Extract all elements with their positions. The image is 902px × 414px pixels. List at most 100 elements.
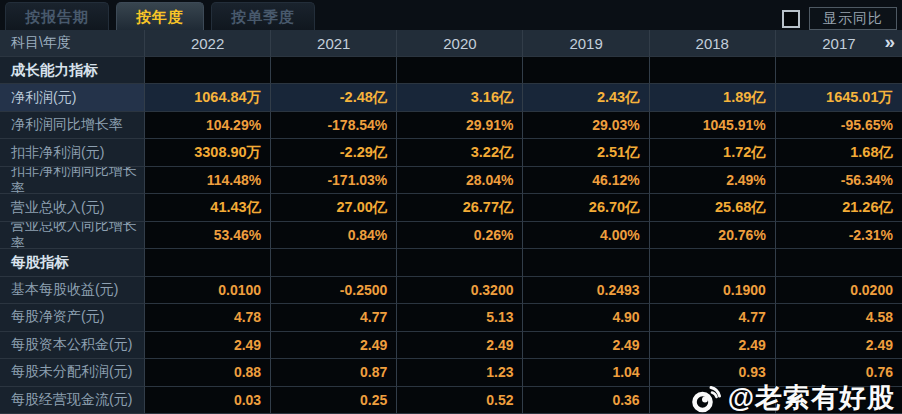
cell-value: 1.23 xyxy=(397,359,523,386)
table-row: 净利润(元)1064.84万-2.48亿3.16亿2.43亿1.89亿1645.… xyxy=(0,84,902,111)
year-header-2021: 2021 xyxy=(271,30,397,57)
year-header-2022: 2022 xyxy=(145,30,271,57)
table-row: 营业总收入同比增长率53.46%0.84%0.26%4.00%20.76%-2.… xyxy=(0,222,902,249)
cell-value xyxy=(776,387,902,414)
cell-value: 29.03% xyxy=(523,112,649,139)
cell-value: -0.2500 xyxy=(271,277,397,304)
period-tabbar: 按报告期 按年度 按单季度 显示同比 xyxy=(0,0,902,30)
year-header-label: 2017 xyxy=(822,35,855,52)
cell-value xyxy=(776,57,902,84)
cell-value: 20.76% xyxy=(650,222,776,249)
row-label: 净利润同比增长率 xyxy=(0,112,145,139)
cell-value: 3.22亿 xyxy=(397,139,523,166)
cell-value: 1.72亿 xyxy=(650,139,776,166)
row-label: 扣非净利润同比增长率 xyxy=(0,167,145,194)
cell-value: 2.49% xyxy=(650,167,776,194)
financial-data-panel: 按报告期 按年度 按单季度 显示同比 科目\年度 2022 2021 2020 … xyxy=(0,0,902,414)
year-header-2019: 2019 xyxy=(523,30,649,57)
cell-value: 28.04% xyxy=(397,167,523,194)
cell-value: 0.2493 xyxy=(523,277,649,304)
cell-value xyxy=(397,249,523,276)
cell-value xyxy=(145,57,271,84)
cell-value xyxy=(397,57,523,84)
cell-value: 4.90 xyxy=(523,304,649,331)
table-row: 每股经营现金流(元)0.030.250.520.36 xyxy=(0,387,902,414)
table-row: 每股资本公积金(元)2.492.492.492.492.492.49 xyxy=(0,332,902,359)
cell-value: 0.0100 xyxy=(145,277,271,304)
cell-value: 0.52 xyxy=(397,387,523,414)
cell-value: -95.65% xyxy=(776,112,902,139)
cell-value: 4.77 xyxy=(650,304,776,331)
cell-value: 3.16亿 xyxy=(397,84,523,111)
cell-value: 25.68亿 xyxy=(650,194,776,221)
cell-value: 2.49 xyxy=(650,332,776,359)
cell-value: 2.49 xyxy=(145,332,271,359)
yoy-controls: 显示同比 xyxy=(782,7,897,30)
more-years-icon[interactable]: » xyxy=(884,31,895,53)
row-label: 每股净资产(元) xyxy=(0,304,145,331)
cell-value: 21.26亿 xyxy=(776,194,902,221)
cell-value: 2.43亿 xyxy=(523,84,649,111)
row-label: 每股经营现金流(元) xyxy=(0,387,145,414)
row-label: 每股未分配利润(元) xyxy=(0,359,145,386)
show-yoy-checkbox[interactable] xyxy=(782,10,800,28)
cell-value: 26.70亿 xyxy=(523,194,649,221)
cell-value xyxy=(271,57,397,84)
cell-value: 0.26% xyxy=(397,222,523,249)
financial-table: 科目\年度 2022 2021 2020 2019 2018 2017 » 成长… xyxy=(0,30,902,414)
cell-value: 4.78 xyxy=(145,304,271,331)
year-header-2018: 2018 xyxy=(650,30,776,57)
cell-value xyxy=(523,57,649,84)
cell-value: -56.34% xyxy=(776,167,902,194)
cell-value xyxy=(523,249,649,276)
row-label: 每股资本公积金(元) xyxy=(0,332,145,359)
cell-value: 1645.01万 xyxy=(776,84,902,111)
cell-value: 0.3200 xyxy=(397,277,523,304)
cell-value: 46.12% xyxy=(523,167,649,194)
section-row: 成长能力指标 xyxy=(0,57,902,84)
tab-by-report-period[interactable]: 按报告期 xyxy=(5,2,109,30)
cell-value: 53.46% xyxy=(145,222,271,249)
cell-value: 26.77亿 xyxy=(397,194,523,221)
table-row: 每股净资产(元)4.784.775.134.904.774.58 xyxy=(0,304,902,331)
table-row: 扣非净利润同比增长率114.48%-171.03%28.04%46.12%2.4… xyxy=(0,167,902,194)
cell-value: -171.03% xyxy=(271,167,397,194)
cell-value: 2.49 xyxy=(776,332,902,359)
cell-value: 27.00亿 xyxy=(271,194,397,221)
row-label: 营业总收入同比增长率 xyxy=(0,222,145,249)
tab-by-quarter[interactable]: 按单季度 xyxy=(211,2,315,30)
cell-value xyxy=(271,249,397,276)
tab-by-year[interactable]: 按年度 xyxy=(116,2,204,30)
cell-value: -2.29亿 xyxy=(271,139,397,166)
table-body: 成长能力指标净利润(元)1064.84万-2.48亿3.16亿2.43亿1.89… xyxy=(0,57,902,414)
cell-value: 29.91% xyxy=(397,112,523,139)
cell-value: 1.68亿 xyxy=(776,139,902,166)
cell-value xyxy=(650,249,776,276)
cell-value: 2.51亿 xyxy=(523,139,649,166)
row-label: 每股指标 xyxy=(0,249,145,276)
cell-value: 1045.91% xyxy=(650,112,776,139)
row-label: 净利润(元) xyxy=(0,84,145,111)
row-label: 扣非净利润(元) xyxy=(0,139,145,166)
cell-value xyxy=(650,57,776,84)
cell-value: 0.88 xyxy=(145,359,271,386)
section-row: 每股指标 xyxy=(0,249,902,276)
cell-value: 41.43亿 xyxy=(145,194,271,221)
cell-value xyxy=(650,387,776,414)
table-row: 基本每股收益(元)0.0100-0.25000.32000.24930.1900… xyxy=(0,277,902,304)
cell-value: 0.03 xyxy=(145,387,271,414)
cell-value: 0.36 xyxy=(523,387,649,414)
row-label: 营业总收入(元) xyxy=(0,194,145,221)
show-yoy-button[interactable]: 显示同比 xyxy=(809,7,897,30)
cell-value: 4.77 xyxy=(271,304,397,331)
table-row: 扣非净利润(元)3308.90万-2.29亿3.22亿2.51亿1.72亿1.6… xyxy=(0,139,902,166)
cell-value: 0.93 xyxy=(650,359,776,386)
table-row: 每股未分配利润(元)0.880.871.231.040.930.76 xyxy=(0,359,902,386)
table-header-row: 科目\年度 2022 2021 2020 2019 2018 2017 » xyxy=(0,30,902,57)
cell-value: 0.84% xyxy=(271,222,397,249)
cell-value: -2.48亿 xyxy=(271,84,397,111)
cell-value: 2.49 xyxy=(271,332,397,359)
cell-value: -178.54% xyxy=(271,112,397,139)
table-row: 营业总收入(元)41.43亿27.00亿26.77亿26.70亿25.68亿21… xyxy=(0,194,902,221)
cell-value: 0.25 xyxy=(271,387,397,414)
